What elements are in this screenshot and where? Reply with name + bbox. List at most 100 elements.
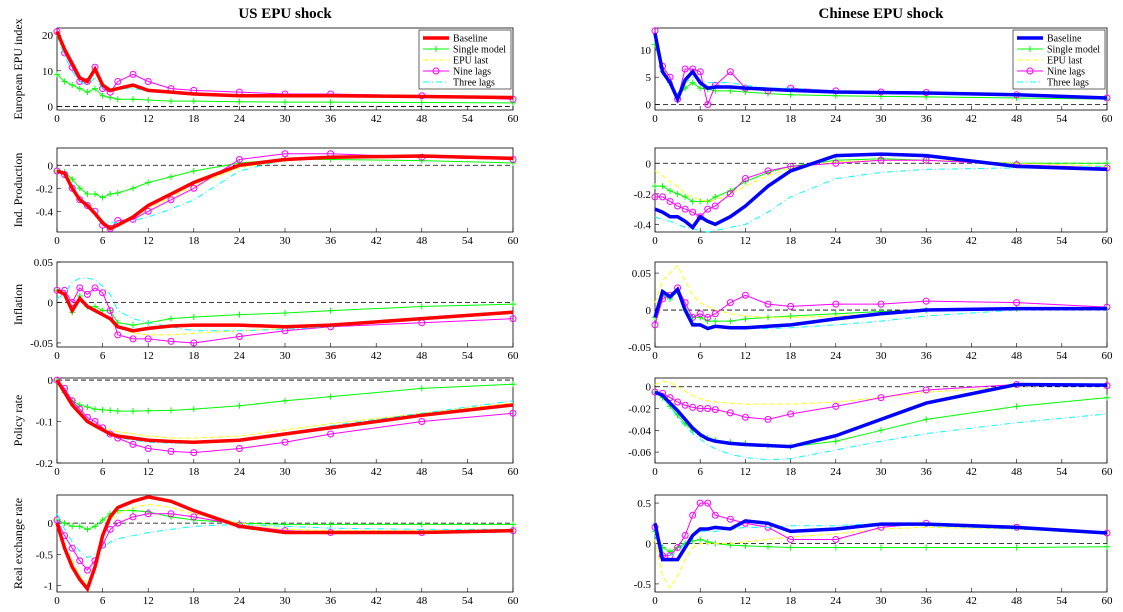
legend-label: Baseline	[453, 34, 488, 45]
x-tick-label: 54	[1056, 235, 1068, 247]
marker	[92, 523, 98, 530]
x-tick-label: 24	[830, 466, 842, 478]
x-tick-label: 42	[371, 466, 382, 478]
x-tick-label: 48	[1011, 350, 1023, 362]
x-tick-label: 60	[508, 235, 520, 247]
marker	[832, 159, 840, 167]
marker	[114, 408, 121, 415]
marker	[114, 96, 121, 103]
y-tick-label: 0	[646, 539, 652, 551]
marker	[682, 193, 689, 200]
marker	[764, 415, 772, 423]
x-tick-label: 30	[280, 350, 292, 362]
marker	[282, 99, 288, 106]
x-tick-label: 36	[921, 595, 933, 607]
marker	[704, 205, 712, 213]
x-tick-label: 36	[921, 466, 933, 478]
marker	[114, 77, 122, 85]
marker	[61, 520, 68, 527]
axes-frame	[56, 261, 514, 348]
marker	[69, 176, 76, 183]
marker	[727, 87, 734, 94]
marker	[923, 93, 930, 100]
x-tick-label: 48	[1011, 113, 1023, 125]
marker	[689, 208, 697, 216]
x-tick-label: 6	[100, 235, 106, 247]
marker	[168, 98, 174, 105]
legend-label: EPU last	[1047, 56, 1083, 67]
marker	[674, 190, 681, 197]
marker	[711, 511, 719, 519]
marker	[787, 302, 795, 310]
marker	[282, 310, 288, 316]
marker	[54, 517, 60, 524]
marker	[76, 185, 83, 192]
x-tick-label: 0	[652, 113, 658, 125]
axes-frame	[56, 494, 514, 593]
marker	[674, 202, 682, 210]
x-tick-label: 30	[876, 466, 888, 478]
x-tick-label: 0	[54, 595, 60, 607]
marker	[674, 544, 682, 552]
marker	[168, 315, 174, 322]
series-line	[654, 165, 1108, 233]
marker	[832, 300, 840, 308]
x-tick-label: 48	[1011, 595, 1023, 607]
marker	[114, 189, 121, 196]
x-tick-label: 18	[188, 113, 200, 125]
y-tick-label: 0	[48, 518, 54, 530]
y-tick-label: -0.06	[628, 447, 651, 459]
y-tick-label: 0.5	[637, 498, 651, 510]
y-tick-label: 0	[646, 100, 652, 112]
marker	[99, 194, 106, 201]
marker	[764, 300, 772, 308]
marker	[433, 46, 439, 52]
chart-title: Chinese EPU shock	[818, 6, 944, 22]
x-tick-label: 54	[1056, 350, 1068, 362]
x-tick-label: 30	[280, 113, 292, 125]
series-line	[655, 158, 1107, 202]
legend-label: Single model	[1047, 45, 1100, 56]
x-tick-label: 0	[652, 350, 658, 362]
y-tick-label: 0	[646, 158, 652, 170]
marker	[787, 91, 794, 98]
marker	[130, 185, 136, 192]
series-line	[56, 503, 514, 584]
x-tick-label: 36	[325, 350, 337, 362]
y-tick-label: 0.05	[34, 257, 54, 269]
x-tick-label: 60	[1102, 466, 1114, 478]
series-line	[654, 290, 1108, 330]
marker	[114, 331, 122, 339]
marker	[681, 531, 689, 539]
marker	[130, 507, 136, 514]
y-tick-label: -0.2	[634, 189, 651, 201]
marker	[711, 310, 719, 318]
x-tick-label: 6	[697, 235, 703, 247]
marker	[54, 71, 60, 78]
marker	[877, 156, 885, 164]
marker	[69, 523, 76, 530]
x-tick-label: 36	[325, 466, 337, 478]
x-tick-label: 24	[830, 595, 842, 607]
marker	[742, 88, 749, 95]
marker	[1104, 543, 1110, 550]
marker	[61, 78, 68, 85]
series-line	[56, 288, 514, 333]
x-tick-label: 54	[1056, 466, 1068, 478]
legend-label: EPU last	[453, 56, 489, 67]
marker	[418, 418, 426, 426]
marker	[742, 315, 749, 322]
x-tick-label: 54	[462, 235, 474, 247]
marker	[190, 314, 197, 321]
marker	[327, 393, 334, 400]
series-line	[56, 379, 514, 412]
series-line	[653, 519, 1108, 562]
y-tick-label: 0	[48, 297, 54, 309]
x-tick-label: 24	[234, 595, 246, 607]
marker	[689, 511, 697, 519]
marker	[145, 97, 152, 104]
series-line	[654, 33, 1108, 98]
y-tick-label: 0	[48, 375, 54, 387]
marker	[99, 92, 106, 99]
marker	[418, 99, 425, 106]
